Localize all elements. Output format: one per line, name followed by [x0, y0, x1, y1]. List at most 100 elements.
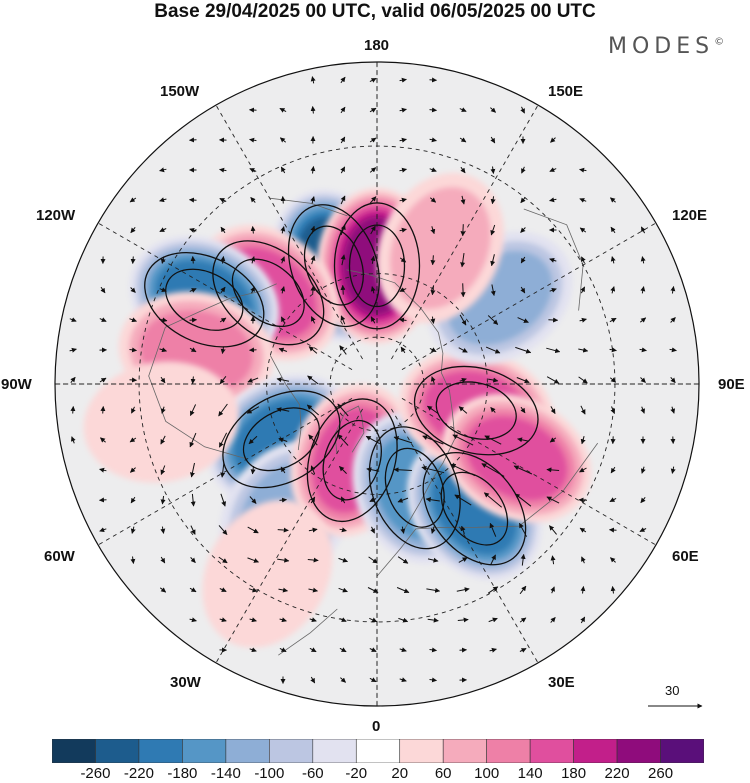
wind-vector	[340, 315, 346, 325]
wind-vector	[310, 76, 316, 84]
wind-vector	[516, 377, 530, 384]
wind-vector	[308, 527, 318, 533]
brand-logo: MODES©	[608, 34, 724, 59]
wind-vector	[609, 377, 617, 383]
wind-vector	[220, 226, 226, 234]
wind-vector	[71, 436, 76, 444]
colorbar-swatch	[52, 739, 96, 763]
wind-vector	[279, 107, 287, 113]
wind-vector	[640, 256, 646, 264]
wind-vector	[609, 347, 617, 353]
wind-vector	[487, 315, 499, 325]
wind-vector	[397, 556, 409, 564]
wind-vector	[609, 317, 617, 323]
wind-vector	[488, 377, 499, 383]
colorbar-tick-label: 20	[391, 765, 409, 782]
wind-vector	[490, 554, 496, 566]
wind-vector	[160, 495, 166, 505]
lon-label-180: 180	[364, 37, 390, 54]
wind-vector	[247, 377, 259, 383]
wind-vector	[250, 466, 256, 475]
wind-vector	[246, 406, 260, 414]
wind-vector	[250, 197, 256, 203]
brand-mark: ©	[714, 36, 725, 48]
lon-label-90e: 90E	[718, 376, 745, 393]
wind-vector	[279, 497, 287, 503]
wind-vector	[456, 587, 470, 593]
wind-vector	[190, 557, 196, 563]
wind-vector	[458, 557, 468, 563]
colorbar-swatch	[355, 739, 401, 763]
wind-vector	[609, 497, 617, 503]
colorbar-swatch	[399, 739, 444, 763]
wind-vector	[280, 256, 285, 264]
wind-vector	[129, 317, 137, 323]
wind-vector	[340, 496, 346, 504]
wind-vector	[218, 525, 228, 535]
wind-vector	[189, 404, 197, 417]
wind-vector	[399, 77, 407, 83]
lon-label-30w: 30W	[170, 674, 201, 691]
wind-vector	[220, 346, 226, 354]
wind-vector	[549, 525, 557, 535]
wind-vector	[310, 196, 316, 204]
wind-vector	[485, 346, 501, 354]
wind-vector	[189, 462, 195, 478]
contour-line	[242, 407, 320, 472]
wind-vector	[396, 587, 410, 594]
wind-vector	[640, 466, 646, 474]
wind-vector	[546, 496, 560, 504]
wind-vector	[550, 555, 556, 565]
wind-vector	[159, 587, 167, 593]
wind-vector	[130, 256, 136, 264]
wind-vector	[129, 197, 137, 203]
wind-vector	[610, 197, 616, 203]
contour-line	[435, 381, 517, 440]
contour-line	[440, 471, 509, 546]
wind-vector	[610, 256, 616, 264]
colorbar-tick-label: -20	[345, 765, 368, 782]
meridian	[391, 94, 545, 360]
wind-vector	[578, 347, 589, 353]
wind-vector	[339, 345, 347, 355]
wind-vector	[99, 317, 107, 322]
wind-vector	[640, 406, 645, 414]
wind-vector	[399, 137, 407, 143]
wind-vector	[610, 286, 616, 294]
wind-vector	[338, 587, 348, 593]
wind-vector	[160, 256, 166, 264]
wind-vector	[399, 197, 407, 203]
colorbar-swatch	[225, 739, 270, 763]
wind-vector	[579, 467, 587, 473]
wind-vector	[393, 467, 412, 473]
wind-vector	[610, 557, 616, 563]
meridian	[87, 216, 353, 370]
wind-vector	[160, 526, 166, 534]
wind-vector	[277, 527, 289, 533]
wind-vector	[452, 434, 474, 446]
wind-vector	[69, 317, 77, 322]
wind-vector	[310, 285, 316, 294]
wind-vector	[609, 527, 617, 533]
wind-vector	[310, 465, 316, 475]
wind-vector	[450, 463, 476, 477]
wind-vector	[337, 434, 349, 446]
wind-vector	[340, 254, 346, 266]
wind-vector	[670, 376, 676, 384]
wind-vector	[579, 198, 587, 203]
wind-vector	[517, 317, 529, 323]
wind-vector	[578, 376, 588, 384]
wind-vector	[189, 197, 197, 203]
contour-line	[306, 398, 398, 523]
wind-vector	[247, 526, 259, 534]
wind-vector	[130, 226, 136, 234]
wind-vector	[393, 436, 413, 444]
wind-vector	[520, 227, 526, 233]
lon-label-0: 0	[372, 718, 381, 735]
wind-vector	[280, 466, 286, 474]
wind-vector	[580, 586, 586, 594]
contour-line	[384, 447, 445, 528]
wind-vector	[310, 166, 316, 174]
contour-line	[303, 225, 364, 306]
wind-vector	[218, 403, 228, 417]
